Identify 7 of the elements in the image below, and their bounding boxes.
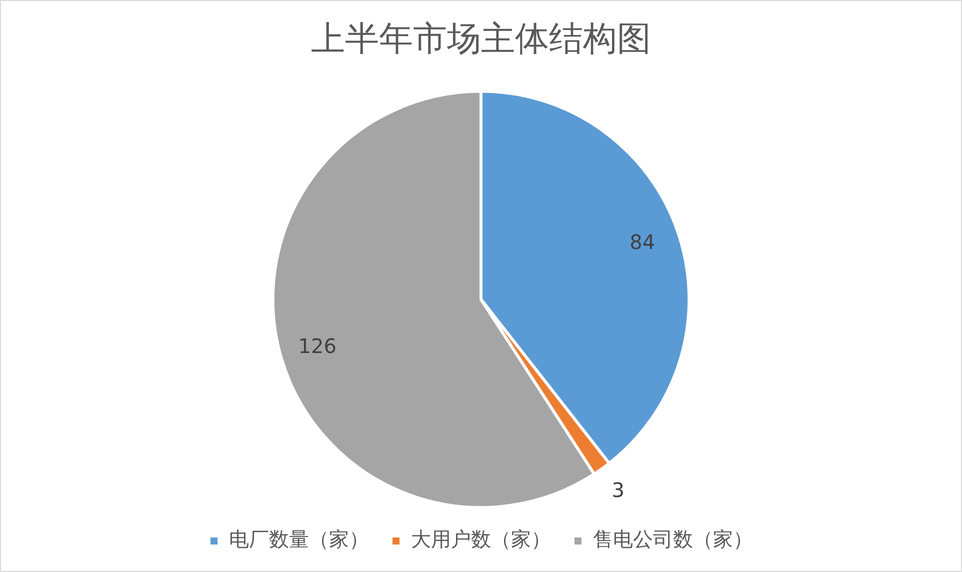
legend-label: 大用户数（家） bbox=[411, 527, 551, 552]
data-label: 3 bbox=[612, 478, 624, 502]
data-label: 126 bbox=[298, 334, 336, 358]
data-label: 84 bbox=[630, 230, 656, 254]
legend-label: 电厂数量（家） bbox=[229, 527, 369, 552]
legend-label: 售电公司数（家） bbox=[593, 527, 753, 552]
chart-title: 上半年市场主体结构图 bbox=[311, 19, 651, 60]
